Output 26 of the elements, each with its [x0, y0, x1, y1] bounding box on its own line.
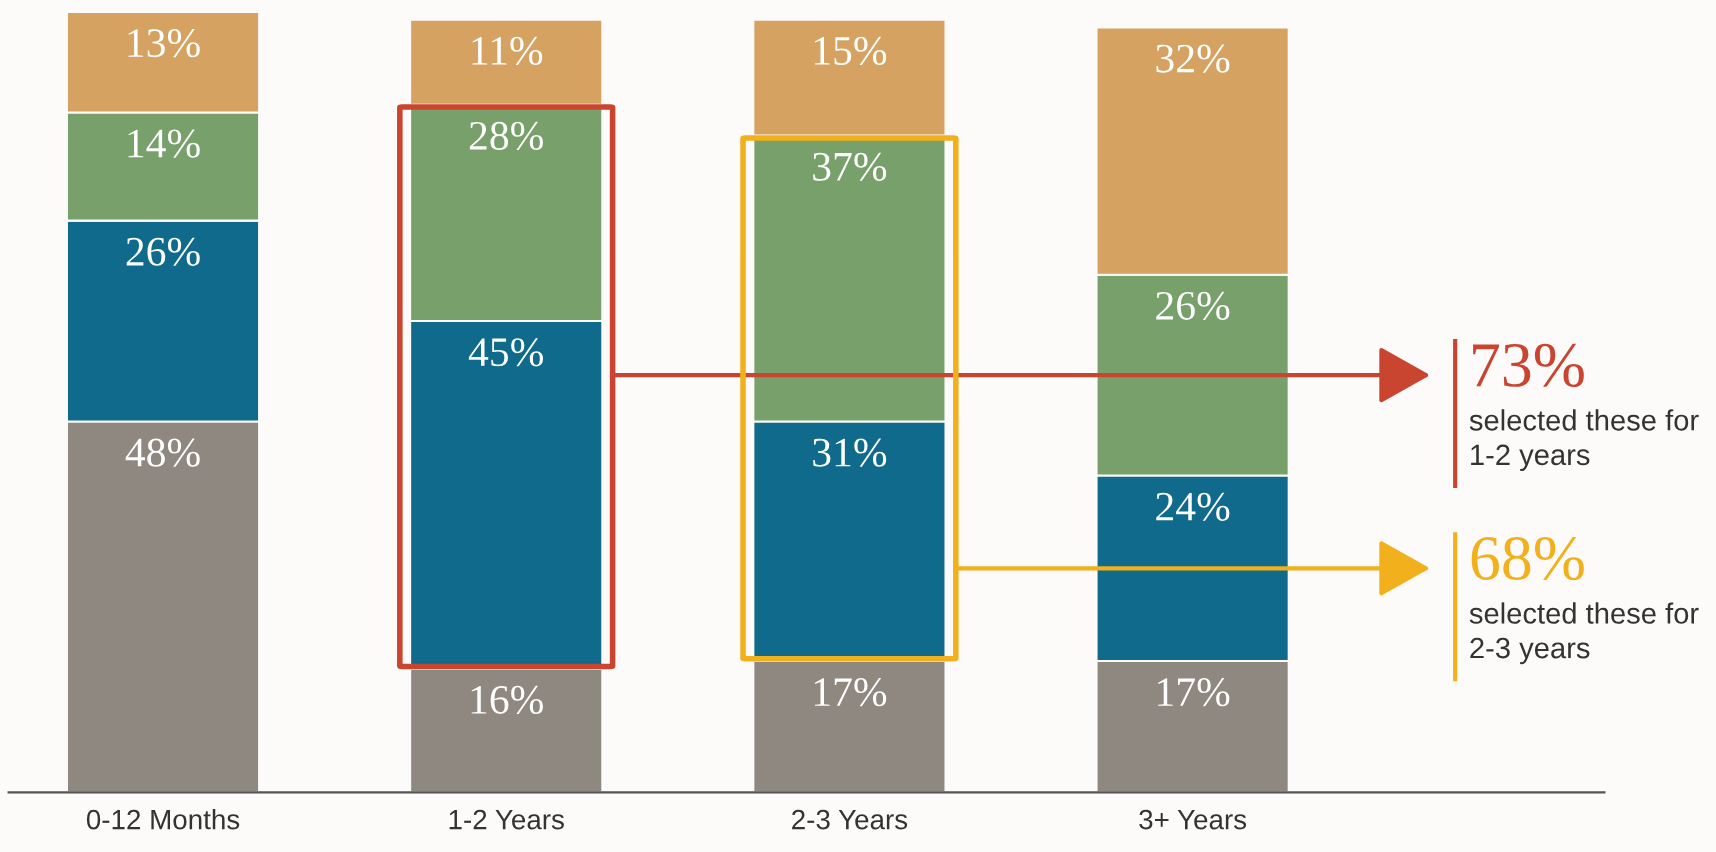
annotation: 68%: [1471, 536, 1584, 581]
data-label: 31%: [813, 438, 887, 467]
bar: [409, 18, 604, 106]
data-label: 24%: [1156, 492, 1230, 521]
data-label: 28%: [469, 121, 543, 151]
x-tick-label: 1-2 Years: [449, 809, 564, 830]
x-tick-label: 3+ Years: [1139, 809, 1247, 830]
data-label: 16%: [471, 685, 543, 715]
data-label: 15%: [814, 36, 887, 66]
annotation: selected these for 2-3 years: [1469, 602, 1699, 665]
data-label: 26%: [1156, 291, 1230, 321]
annotation: selected these for 1-2 years: [1469, 409, 1699, 471]
data-label: 17%: [814, 678, 887, 707]
x-tick-label: 2-3 Years: [792, 809, 908, 830]
data-label: 13%: [128, 29, 200, 58]
data-label: 37%: [813, 152, 887, 181]
data-label: 45%: [468, 338, 543, 367]
data-label: 17%: [1158, 678, 1230, 707]
bar: [752, 18, 947, 137]
data-label: 48%: [125, 438, 200, 467]
x-tick-label: 0-12 Months: [86, 809, 240, 830]
data-label: 32%: [1156, 44, 1230, 73]
data-label: 11%: [472, 36, 543, 66]
data-label: 26%: [126, 237, 200, 266]
annotation: 73%: [1473, 343, 1584, 388]
data-label: 14%: [128, 129, 200, 158]
